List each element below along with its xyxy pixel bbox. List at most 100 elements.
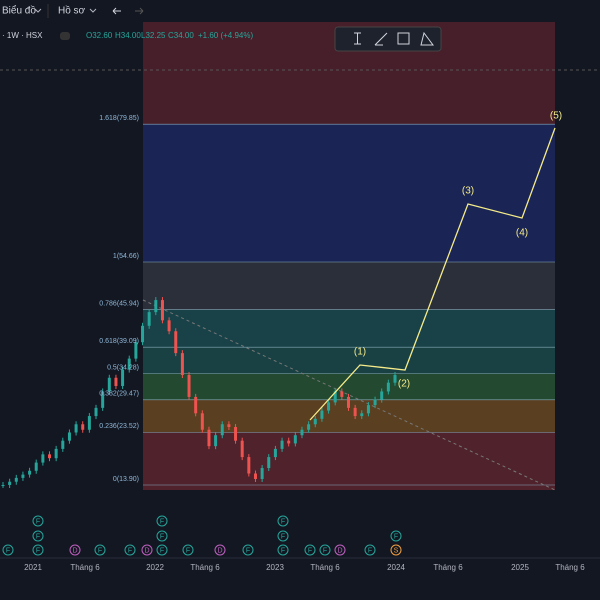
toolbar: [0, 0, 600, 22]
time-label: 2022: [146, 563, 164, 572]
candle-body: [214, 435, 218, 447]
fib-label: 0.618(39.09): [99, 338, 139, 345]
chart-menu[interactable]: Biểu đồ: [2, 5, 36, 17]
event-letter: F: [36, 518, 40, 525]
candle-body: [333, 391, 337, 403]
event-letter: F: [186, 547, 190, 554]
candle-body: [353, 407, 357, 417]
candle-body: [147, 312, 151, 326]
fib-label: 1(54.66): [113, 253, 139, 260]
event-letter: D: [72, 547, 77, 554]
candle-body: [380, 391, 384, 400]
candle-body: [94, 407, 98, 417]
candle-body: [61, 440, 65, 449]
tool-line[interactable]: [374, 32, 388, 46]
candle-body: [134, 342, 138, 359]
candle-body: [187, 375, 191, 397]
high: H34.00: [115, 31, 141, 40]
event-icon: [242, 544, 254, 556]
candle-body: [207, 429, 211, 447]
time-label: Tháng 6: [190, 563, 220, 572]
event-icon: [182, 544, 194, 556]
event-letter: D: [144, 547, 149, 554]
change: +1.60 (+4.94%): [198, 31, 253, 40]
event-letter: F: [160, 533, 164, 540]
candle-body: [48, 454, 52, 459]
event-letter: F: [308, 547, 312, 554]
candle-body: [81, 424, 85, 430]
candle-body: [160, 300, 164, 321]
tool-path[interactable]: [420, 31, 434, 46]
candle-body: [340, 391, 344, 397]
candle-body: [386, 382, 390, 392]
time-label: 2024: [387, 563, 405, 572]
tool-rect[interactable]: [397, 32, 410, 45]
fib-band: [143, 432, 555, 485]
fib-label: 0.382(29.47): [99, 391, 139, 398]
trend-line: [142, 299, 556, 491]
candle-body: [287, 440, 291, 444]
candle-body: [320, 410, 324, 419]
candle-body: [180, 353, 184, 376]
event-letter: F: [160, 518, 164, 525]
candle-body: [28, 470, 32, 475]
time-label: Tháng 6: [555, 563, 585, 572]
candle-body: [300, 429, 304, 436]
event-icon: [277, 544, 289, 556]
low: L32.25: [141, 31, 166, 40]
event-icon: [32, 544, 44, 556]
event-icon: [364, 544, 376, 556]
open: O32.60: [86, 31, 113, 40]
candle-body: [67, 432, 71, 441]
candle-body: [41, 454, 45, 463]
event-letter: F: [281, 533, 285, 540]
fib-band: [143, 124, 555, 262]
elliott-wave: [309, 127, 556, 421]
candle-body: [373, 399, 377, 406]
event-icon: [334, 544, 346, 556]
candle-body: [220, 424, 224, 436]
redo[interactable]: [135, 7, 144, 15]
candle-body: [200, 413, 204, 430]
event-letter: F: [6, 547, 10, 554]
event-icon: [2, 544, 14, 556]
event-icon: [390, 530, 402, 542]
event-icon: [124, 544, 136, 556]
time-label: Tháng 6: [310, 563, 340, 572]
candle-body: [154, 300, 158, 313]
event-letter: S: [394, 547, 399, 554]
wave-label: (5): [550, 111, 562, 122]
candle-body: [360, 413, 364, 417]
close: C34.00: [168, 31, 194, 40]
event-letter: F: [98, 547, 102, 554]
event-icon: [32, 530, 44, 542]
candle-body: [280, 440, 284, 449]
candle-body: [346, 396, 350, 408]
event-icon: [69, 544, 81, 556]
drawing-toolbar: [334, 26, 442, 52]
tool-text[interactable]: [354, 32, 361, 45]
time-label: Tháng 6: [433, 563, 463, 572]
time-label: 2021: [24, 563, 42, 572]
event-letter: F: [36, 547, 40, 554]
profile-menu[interactable]: Hồ sơ: [58, 5, 86, 17]
wave-label: (1): [354, 347, 366, 358]
bottom-panel: [0, 498, 600, 600]
candle-body: [273, 448, 277, 458]
event-icon: [141, 544, 153, 556]
candle-body: [247, 457, 251, 474]
candle-body: [21, 474, 25, 478]
collapse-btn[interactable]: [60, 32, 70, 40]
candle-body: [54, 448, 58, 459]
fib-band: [143, 347, 555, 374]
time-label: 2023: [266, 563, 284, 572]
event-icon: [94, 544, 106, 556]
fib-band: [143, 309, 555, 348]
event-icon: [214, 544, 226, 556]
event-icon: [390, 544, 402, 556]
undo[interactable]: [112, 7, 121, 15]
event-letter: F: [281, 547, 285, 554]
event-letter: F: [128, 547, 132, 554]
candle-body: [240, 440, 244, 458]
candle-body: [194, 396, 198, 414]
